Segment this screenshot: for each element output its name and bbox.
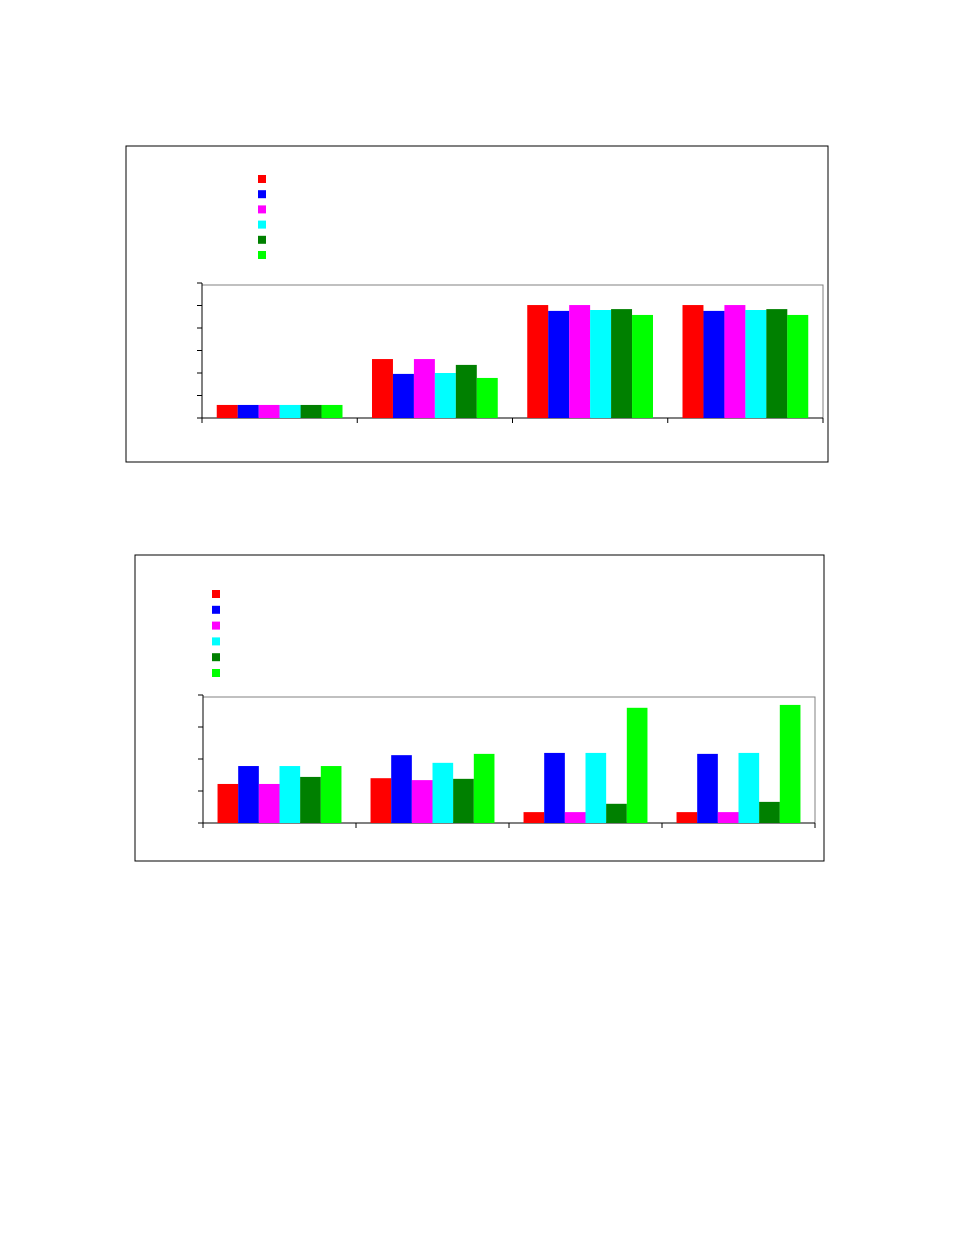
legend-swatch <box>258 220 266 229</box>
bar <box>237 404 259 418</box>
bar <box>434 373 456 418</box>
bar <box>590 310 612 418</box>
bar <box>371 359 393 418</box>
bar <box>779 704 801 823</box>
bar <box>391 755 412 823</box>
legend-swatch <box>258 235 266 244</box>
bar <box>300 404 322 418</box>
bar <box>703 310 725 418</box>
bar <box>544 752 565 823</box>
bar <box>473 753 495 823</box>
legend-swatch <box>212 637 220 646</box>
bar <box>300 776 321 823</box>
bar <box>745 310 767 418</box>
bar <box>217 783 239 823</box>
bar <box>632 314 654 418</box>
bar <box>321 404 343 418</box>
bar <box>370 778 392 823</box>
bar <box>606 803 627 823</box>
bar <box>717 812 739 823</box>
bar <box>569 305 591 418</box>
legend-swatch <box>212 590 220 598</box>
bar <box>548 310 570 418</box>
legend-swatch <box>258 205 266 214</box>
bar <box>476 377 498 418</box>
bar <box>626 707 648 823</box>
legend-swatch <box>212 605 220 614</box>
bar <box>759 801 780 823</box>
bar <box>258 404 280 418</box>
bar <box>392 373 414 418</box>
bar <box>564 812 586 823</box>
bar <box>697 753 718 823</box>
bar <box>787 314 809 418</box>
bar <box>413 359 435 418</box>
bar <box>258 783 280 823</box>
legend-swatch <box>212 669 220 677</box>
bar <box>411 780 433 823</box>
bar <box>455 364 477 418</box>
bar <box>453 778 474 823</box>
legend-swatch <box>258 190 266 199</box>
legend-swatch <box>258 175 266 183</box>
bar <box>611 309 633 418</box>
bar <box>676 812 698 823</box>
bar <box>279 404 301 418</box>
bar <box>216 404 238 418</box>
bar <box>738 752 760 823</box>
bar <box>527 305 549 418</box>
legend-swatch <box>258 251 266 259</box>
legend-swatch <box>212 653 220 662</box>
bar <box>724 305 746 418</box>
bar <box>432 762 454 823</box>
bar <box>766 309 788 418</box>
bar <box>682 305 704 418</box>
bar <box>320 766 342 823</box>
bar <box>238 766 259 823</box>
bar <box>523 812 545 823</box>
bar <box>585 752 607 823</box>
bar <box>279 766 301 823</box>
legend-swatch <box>212 621 220 630</box>
